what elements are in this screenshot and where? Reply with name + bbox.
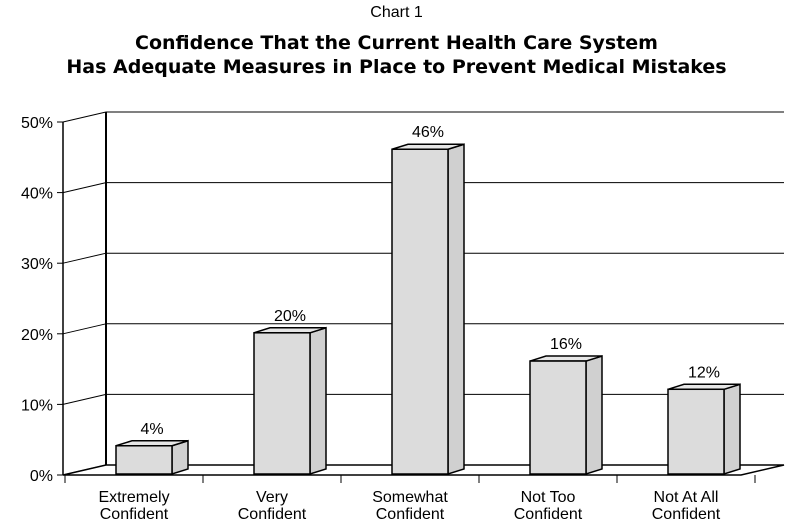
x-tick-label: Confident (514, 506, 583, 523)
x-tick-label: Confident (238, 506, 307, 523)
bar (115, 445, 173, 475)
x-tick-label: Not At All (654, 489, 719, 506)
bar (529, 360, 587, 475)
tick-connector (62, 393, 107, 405)
bar-value-label: 20% (274, 308, 306, 325)
y-tick-label: 10% (21, 397, 53, 414)
bar-side (309, 326, 327, 476)
bar-side (723, 383, 741, 476)
x-tick-label: Confident (376, 506, 445, 523)
x-tick-label: Not Too (521, 489, 576, 506)
y-tick-label: 30% (21, 256, 53, 273)
bar (391, 148, 449, 475)
bar-value-label: 12% (688, 364, 720, 381)
bar (667, 388, 725, 475)
y-tick-label: 40% (21, 186, 53, 203)
x-tick-label: Very (256, 489, 288, 506)
bar-value-label: 16% (550, 336, 582, 353)
x-tick-label: Somewhat (372, 489, 448, 506)
x-tick-label: Extremely (98, 489, 169, 506)
bar-value-label: 4% (140, 421, 163, 438)
x-tick-label: Confident (100, 506, 169, 523)
tick-connector (62, 323, 107, 335)
tick-connector (62, 182, 107, 194)
chart-title-line-2: Has Adequate Measures in Place to Preven… (66, 56, 727, 78)
y-tick-label: 20% (21, 327, 53, 344)
tick-connector (62, 252, 107, 264)
y-tick-label: 0% (30, 468, 53, 485)
bar (253, 332, 311, 475)
chart-title-line-1: Confidence That the Current Health Care … (135, 32, 658, 54)
bar-side (447, 143, 465, 476)
bar-side (585, 355, 603, 476)
bar-value-label: 46% (412, 124, 444, 141)
tick-connector (62, 111, 107, 123)
y-tick-label: 50% (21, 115, 53, 132)
x-tick-label: Confident (652, 506, 721, 523)
chart-label: Chart 1 (370, 4, 423, 21)
